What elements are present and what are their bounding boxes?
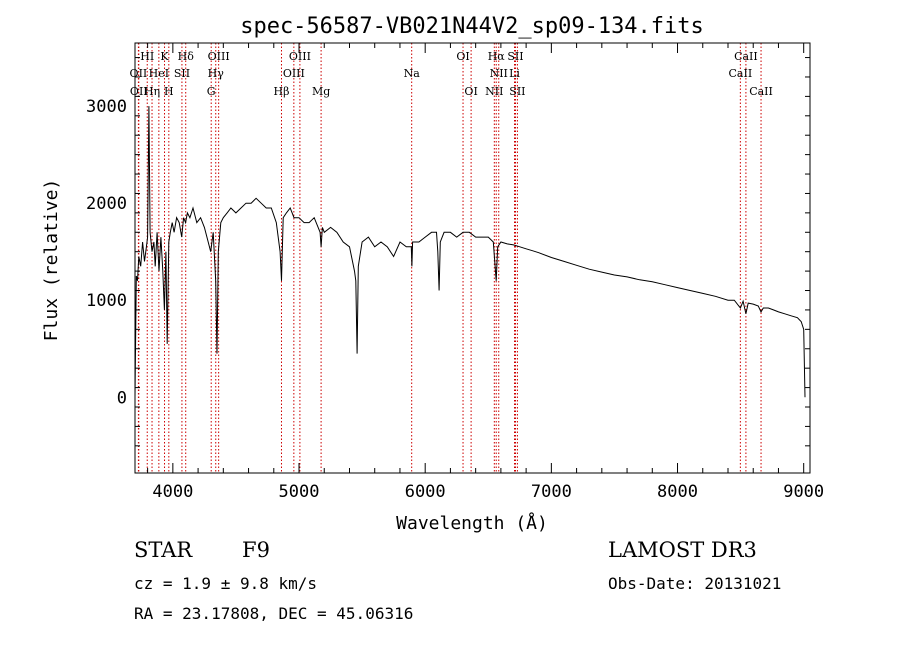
marker-label: CaII [729, 67, 753, 80]
marker-label: HI [140, 50, 154, 63]
marker-label: OII [130, 67, 148, 80]
marker-label: OI [456, 50, 469, 63]
marker-label: Hβ [274, 85, 290, 98]
y-tick-label: 0 [117, 388, 127, 408]
object-subclass: F9 [242, 538, 270, 562]
y-axis-ticks: 0 1000 2000 3000 [86, 57, 810, 447]
marker-label: Li [509, 67, 520, 80]
y-tick-label: 3000 [86, 97, 127, 117]
marker-label: OIII [208, 50, 230, 63]
marker-label: Hγ [208, 67, 225, 80]
marker-label: OI [464, 85, 477, 98]
marker-label: K [160, 50, 169, 63]
marker-label: NII [485, 85, 503, 98]
spectrum-line [134, 106, 806, 398]
plot-frame [134, 42, 811, 474]
x-tick-label: 4000 [152, 482, 193, 502]
marker-label: G [207, 85, 216, 98]
marker-label: CaII [749, 85, 773, 98]
marker-label: OIII [289, 50, 311, 63]
x-axis-ticks: 4000 5000 6000 7000 8000 9000 [147, 43, 824, 502]
y-tick-label: 1000 [86, 291, 127, 311]
marker-label: SII [507, 50, 523, 63]
x-tick-label: 9000 [783, 482, 824, 502]
x-tick-label: 5000 [279, 482, 320, 502]
y-axis-label: Flux (relative) [41, 179, 62, 342]
marker-label: Hδ [178, 50, 195, 63]
obs-date: Obs-Date: 20131021 [608, 574, 782, 593]
marker-label: OIII [283, 67, 305, 80]
x-tick-label: 7000 [531, 482, 572, 502]
x-tick-label: 8000 [657, 482, 698, 502]
redshift-info: cz = 1.9 ± 9.8 km/s [134, 574, 318, 593]
object-class: STAR [134, 538, 193, 562]
ra-dec-info: RA = 23.17808, DEC = 45.06316 [134, 604, 414, 623]
y-tick-label: 2000 [86, 194, 127, 214]
marker-label: Na [404, 67, 421, 80]
emission-line-markers [137, 43, 762, 473]
chart-title: spec-56587-VB021N44V2_sp09-134.fits [240, 14, 704, 39]
marker-label: CaII [734, 50, 758, 63]
marker-label: SII [509, 85, 525, 98]
marker-label: H [164, 85, 174, 98]
marker-label: SII [174, 67, 190, 80]
survey-name: LAMOST DR3 [608, 538, 757, 562]
marker-label: Mg [312, 85, 330, 98]
marker-label: NII [490, 67, 508, 80]
marker-label: OII [130, 85, 148, 98]
marker-label: Hα [488, 50, 506, 63]
marker-label: HeI [149, 67, 169, 80]
x-tick-label: 6000 [405, 482, 446, 502]
x-axis-label: Wavelength (Å) [396, 512, 548, 534]
marker-label: Hη [144, 85, 160, 98]
